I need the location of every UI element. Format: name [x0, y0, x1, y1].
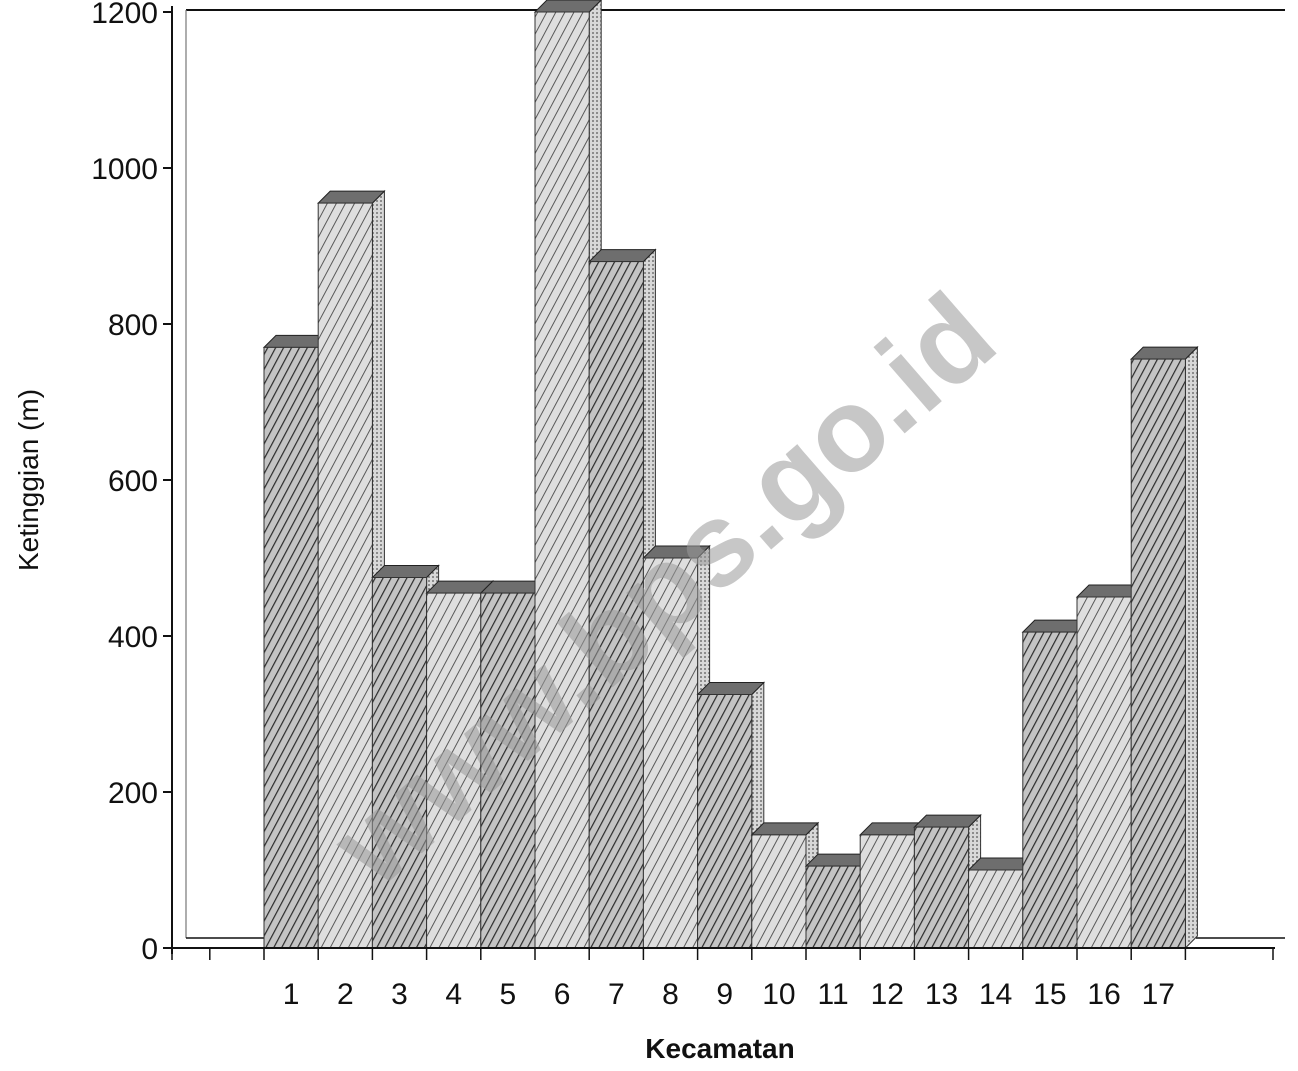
x-tick-label-9: 9 [716, 978, 733, 1011]
bar-front-8 [642, 557, 699, 949]
bar-top-3 [371, 565, 440, 578]
y-tick-label-1200: 1200 [91, 0, 158, 30]
bar-top-13 [913, 814, 982, 828]
x-tick-label-11: 11 [818, 978, 849, 1011]
y-axis: 0 200 400 600 800 1000 1200 [91, 0, 173, 966]
x-axis-title: Kecamatan [645, 1033, 794, 1064]
y-tick-label-400: 400 [108, 621, 158, 654]
x-tick-label-10: 10 [762, 978, 795, 1011]
y-tick-label-200: 200 [108, 777, 158, 810]
x-tick-label-6: 6 [554, 978, 571, 1011]
bar-front-5 [480, 592, 536, 949]
y-axis-title: Ketinggian (m) [13, 389, 44, 571]
x-tick-label-16: 16 [1087, 978, 1120, 1011]
bar-front-4 [426, 592, 482, 949]
bar-front-15 [1022, 631, 1078, 949]
bars-group [262, 0, 1199, 950]
x-axis: 1 2 3 4 5 6 7 8 9 10 11 12 13 14 15 16 17 [163, 947, 1275, 1011]
x-tick-label-12: 12 [871, 978, 904, 1011]
bar-front-10 [751, 834, 807, 949]
y-tick-label-800: 800 [108, 309, 158, 342]
bar-front-3 [371, 577, 428, 949]
bar-top-7 [587, 249, 657, 263]
bar-front-16 [1076, 596, 1132, 949]
y-tick-label-1000: 1000 [91, 153, 158, 186]
x-tick-label-8: 8 [662, 978, 679, 1011]
bar-top-6 [533, 0, 602, 13]
bar-front-11 [805, 865, 861, 949]
bar-front-17 [1130, 358, 1186, 949]
x-tick-label-7: 7 [608, 978, 625, 1011]
bar-side-17 [1184, 345, 1198, 950]
x-tick-label-1: 1 [283, 978, 300, 1011]
x-tick-label-17: 17 [1142, 978, 1175, 1011]
x-tick-label-3: 3 [391, 978, 408, 1011]
bar-top-9 [696, 682, 766, 695]
x-tick-label-14: 14 [979, 978, 1012, 1011]
x-tick-label-5: 5 [500, 978, 517, 1011]
bar-front-7 [588, 261, 644, 949]
bar-top-10 [750, 822, 820, 836]
bar-front-2 [317, 202, 373, 949]
x-tick-label-2: 2 [337, 978, 354, 1011]
x-tick-label-13: 13 [925, 978, 958, 1011]
bar-front-6 [534, 11, 590, 949]
bar-top-17 [1129, 346, 1199, 360]
bar-top-2 [316, 190, 386, 204]
y-tick-label-600: 600 [108, 465, 158, 498]
x-tick-label-15: 15 [1033, 978, 1066, 1011]
bar-front-1 [263, 346, 319, 949]
x-tick-label-4: 4 [445, 978, 462, 1011]
bar-17 [1129, 345, 1199, 950]
bar-front-12 [859, 834, 915, 949]
bar-front-13 [913, 826, 970, 949]
plot-frame [185, 9, 1285, 939]
bar-front-14 [968, 869, 1024, 949]
y-tick-label-0: 0 [141, 933, 158, 966]
bar-front-9 [697, 694, 753, 949]
